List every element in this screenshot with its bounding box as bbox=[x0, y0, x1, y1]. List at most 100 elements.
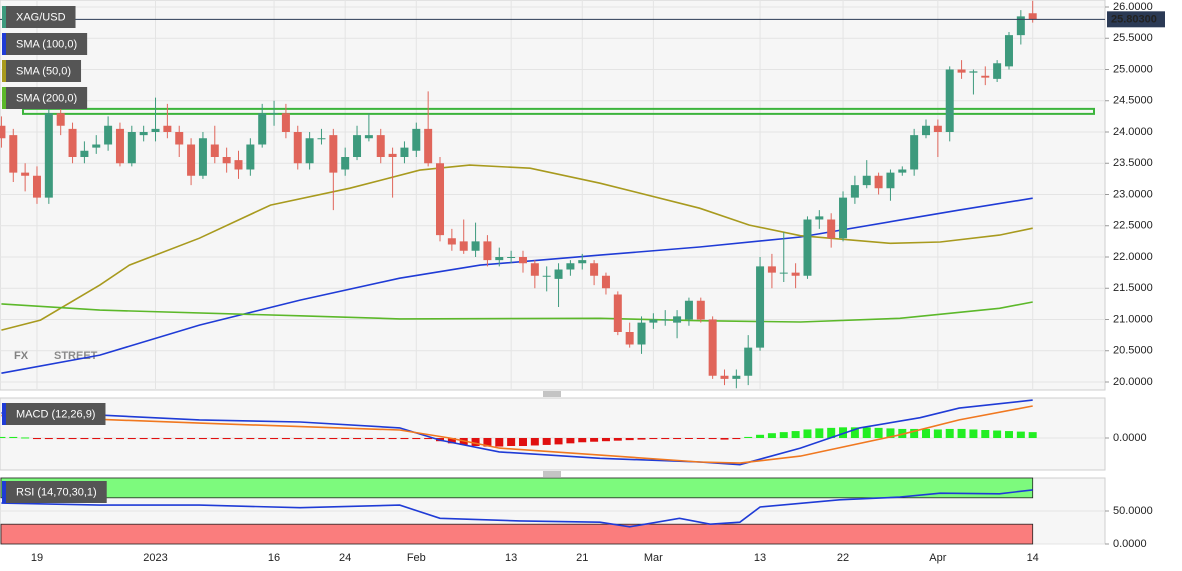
histogram-bar bbox=[530, 438, 539, 446]
candle-body bbox=[684, 300, 693, 320]
candle-body bbox=[696, 300, 705, 320]
y-tick-label: 26.0000 bbox=[1113, 1, 1153, 13]
candle-body bbox=[424, 128, 433, 164]
candle-body bbox=[590, 263, 599, 276]
candle-body bbox=[258, 113, 267, 145]
histogram-bar bbox=[708, 438, 717, 440]
histogram-bar bbox=[922, 428, 931, 438]
candle-body bbox=[507, 257, 516, 258]
y-tick-label: 0.0000 bbox=[1113, 432, 1147, 444]
candle-body bbox=[981, 75, 990, 78]
legend-swatch bbox=[2, 60, 6, 82]
histogram-bar bbox=[613, 438, 622, 441]
histogram-bar bbox=[175, 438, 184, 440]
histogram-bar bbox=[246, 438, 255, 440]
last-price-box bbox=[1107, 11, 1165, 28]
candle-body bbox=[139, 132, 148, 136]
legend-box bbox=[2, 481, 107, 503]
candle-body bbox=[839, 197, 848, 239]
candle-body bbox=[222, 157, 231, 164]
y-tick-label: 20.5000 bbox=[1113, 345, 1153, 357]
histogram-bar bbox=[471, 438, 480, 446]
candle-body bbox=[637, 322, 646, 345]
candle-body bbox=[661, 319, 670, 321]
histogram-bar bbox=[1016, 431, 1025, 438]
candle-body bbox=[803, 219, 812, 276]
candle-body bbox=[850, 185, 859, 198]
x-tick-label: 19 bbox=[31, 552, 43, 564]
histogram-bar bbox=[222, 438, 231, 440]
candle-body bbox=[459, 241, 468, 251]
histogram-bar bbox=[187, 438, 196, 440]
candle-body bbox=[554, 269, 563, 279]
histogram-bar bbox=[637, 438, 646, 440]
candle-body bbox=[744, 347, 753, 376]
histogram-bar bbox=[803, 429, 812, 438]
histogram-bar bbox=[933, 429, 942, 438]
x-tick-label: Apr bbox=[929, 552, 946, 564]
candle-body bbox=[957, 69, 966, 73]
indicator-line bbox=[1, 489, 1033, 528]
histogram-bar bbox=[910, 428, 919, 438]
histogram-bar bbox=[270, 438, 279, 440]
histogram-bar bbox=[92, 438, 101, 440]
candle-body bbox=[471, 241, 480, 251]
candle-body bbox=[293, 132, 302, 164]
histogram-bar bbox=[258, 438, 267, 440]
candle-body bbox=[198, 138, 207, 176]
y-tick-label: 23.0000 bbox=[1113, 188, 1153, 200]
candle-body bbox=[673, 316, 682, 323]
candle-body bbox=[886, 172, 895, 189]
legend-item: RSI (14,70,30,1) bbox=[2, 481, 107, 503]
y-tick-label: 22.5000 bbox=[1113, 220, 1153, 232]
candle-body bbox=[127, 132, 136, 164]
histogram-bar bbox=[839, 427, 848, 438]
candle-body bbox=[317, 138, 326, 140]
histogram-bar bbox=[993, 430, 1002, 438]
histogram-bar bbox=[791, 431, 800, 438]
last-price-label: 25.80300 bbox=[1111, 14, 1157, 26]
y-tick-label: 23.5000 bbox=[1113, 157, 1153, 169]
candle-body bbox=[933, 125, 942, 132]
legend-item: SMA (50,0) bbox=[2, 60, 82, 82]
candle-body bbox=[305, 138, 314, 164]
y-tick-label: 0.0000 bbox=[1113, 538, 1147, 550]
y-tick-label: 24.5000 bbox=[1113, 95, 1153, 107]
legend-item: SMA (100,0) bbox=[2, 33, 88, 55]
x-tick-label: 16 bbox=[268, 552, 280, 564]
candle-body bbox=[767, 266, 776, 273]
y-tick-label: 20.0000 bbox=[1113, 376, 1153, 388]
x-tick-label: 2023 bbox=[143, 552, 167, 564]
candle-body bbox=[779, 272, 788, 274]
histogram-bar bbox=[317, 438, 326, 440]
candle-body bbox=[756, 266, 765, 348]
watermark: STREET bbox=[54, 350, 98, 362]
histogram-bar bbox=[673, 438, 682, 440]
histogram-bar bbox=[756, 434, 765, 438]
histogram-bar bbox=[127, 438, 136, 440]
histogram-bar bbox=[364, 438, 373, 440]
y-tick-label: 21.0000 bbox=[1113, 313, 1153, 325]
candle-body bbox=[44, 113, 53, 198]
histogram-bar bbox=[779, 432, 788, 438]
candle-body bbox=[246, 144, 255, 170]
y-tick-label: 24.0000 bbox=[1113, 126, 1153, 138]
histogram-bar bbox=[625, 438, 634, 441]
legend-label: MACD (12,26,9) bbox=[16, 408, 95, 420]
candle-body bbox=[92, 144, 101, 148]
candle-body bbox=[447, 238, 456, 245]
x-tick-label: Mar bbox=[644, 552, 663, 564]
candle-body bbox=[329, 135, 338, 173]
candle-body bbox=[353, 135, 362, 157]
y-tick-label: 22.0000 bbox=[1113, 251, 1153, 263]
candle-body bbox=[530, 263, 539, 276]
histogram-bar bbox=[744, 436, 753, 438]
histogram-bar bbox=[732, 438, 741, 440]
legend-box bbox=[2, 403, 106, 425]
candle-body bbox=[281, 113, 290, 132]
legend-label: RSI (14,70,30,1) bbox=[16, 486, 97, 498]
candle-body bbox=[1004, 35, 1013, 67]
histogram-bar bbox=[163, 438, 172, 440]
histogram-bar bbox=[9, 436, 18, 438]
legend-box bbox=[2, 60, 82, 82]
